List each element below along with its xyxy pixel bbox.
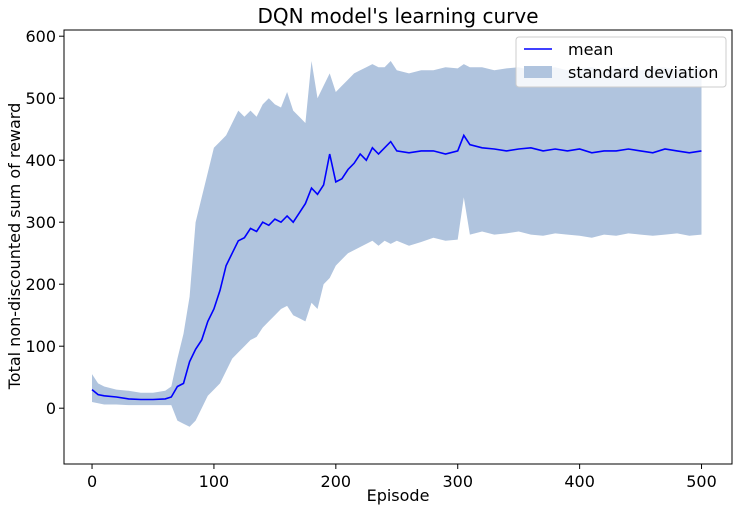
x-tick-label: 500: [686, 472, 717, 491]
legend-mean-label: mean: [568, 40, 613, 59]
legend-std-label: standard deviation: [568, 63, 718, 82]
y-tick-label: 0: [46, 399, 56, 418]
x-axis-ticks: 0 100 200 300 400 500: [87, 464, 717, 491]
y-tick-label: 300: [25, 213, 56, 232]
legend-frame: [515, 36, 727, 88]
x-axis-label: Episode: [367, 486, 430, 505]
legend: mean standard deviation: [515, 36, 727, 88]
y-tick-label: 100: [25, 337, 56, 356]
mean-line: [91, 133, 702, 401]
x-tick-label: 0: [87, 472, 97, 491]
x-tick-label: 200: [321, 472, 352, 491]
x-tick-label: 100: [199, 472, 230, 491]
plot-area: [63, 29, 733, 465]
y-axis-ticks: 0 100 200 300 400 500 600: [25, 27, 64, 418]
x-tick-label: 300: [442, 472, 473, 491]
plot-frame: [63, 29, 733, 465]
y-tick-label: 200: [25, 275, 56, 294]
legend-std-swatch: [524, 66, 552, 78]
chart-title: DQN model's learning curve: [258, 4, 539, 28]
y-axis-label: Total non-discounted sum of reward: [5, 103, 24, 391]
y-tick-label: 400: [25, 151, 56, 170]
y-tick-label: 600: [25, 27, 56, 46]
std-band: [92, 61, 702, 427]
x-tick-label: 400: [564, 472, 595, 491]
y-tick-label: 500: [25, 89, 56, 108]
